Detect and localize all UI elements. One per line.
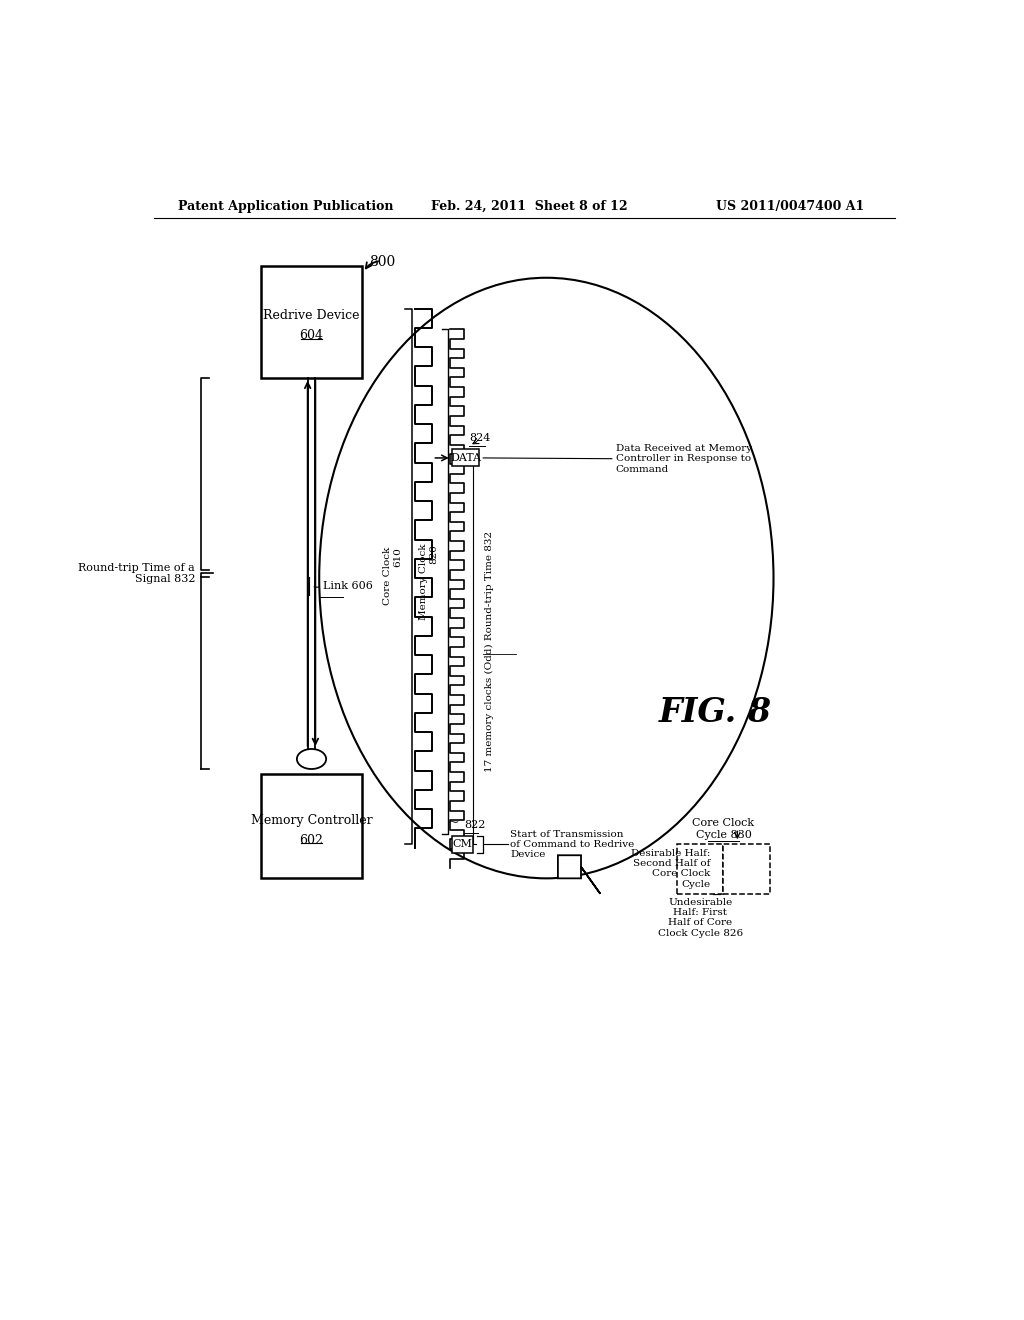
Text: FIG. 8: FIG. 8 xyxy=(659,697,772,729)
Text: US 2011/0047400 A1: US 2011/0047400 A1 xyxy=(716,199,864,213)
Ellipse shape xyxy=(319,277,773,878)
Text: 800: 800 xyxy=(370,255,395,269)
Text: ~: ~ xyxy=(447,816,460,830)
Bar xyxy=(452,449,479,466)
Polygon shape xyxy=(558,855,600,894)
Bar xyxy=(724,843,770,894)
Text: DATA: DATA xyxy=(450,453,481,463)
Text: Round-trip Time of a
Signal 832: Round-trip Time of a Signal 832 xyxy=(79,562,196,585)
Text: CM: CM xyxy=(453,840,472,850)
Text: Feb. 24, 2011  Sheet 8 of 12: Feb. 24, 2011 Sheet 8 of 12 xyxy=(431,199,628,213)
Bar xyxy=(452,836,473,853)
Text: 604: 604 xyxy=(299,330,324,342)
Text: Patent Application Publication: Patent Application Publication xyxy=(178,199,394,213)
Text: Redrive Device: Redrive Device xyxy=(263,309,359,322)
Bar xyxy=(261,267,361,378)
Text: Link 606: Link 606 xyxy=(323,581,373,591)
Text: Data Received at Memory
Controller in Response to
Command: Data Received at Memory Controller in Re… xyxy=(615,444,752,474)
Text: Desirable Half:
Second Half of
Core Clock
Cycle: Desirable Half: Second Half of Core Cloc… xyxy=(631,849,711,888)
Text: 822: 822 xyxy=(464,820,485,830)
Text: 602: 602 xyxy=(300,834,324,846)
Bar xyxy=(261,775,361,878)
Ellipse shape xyxy=(297,748,326,770)
Text: Undesirable
Half: First
Half of Core
Clock Cycle 826: Undesirable Half: First Half of Core Clo… xyxy=(657,898,743,937)
Text: 17 memory clocks (Odd) Round-trip Time 832: 17 memory clocks (Odd) Round-trip Time 8… xyxy=(484,531,494,772)
Text: Memory Clock
820: Memory Clock 820 xyxy=(419,544,438,620)
Text: Core Clock
Cycle 830: Core Clock Cycle 830 xyxy=(692,818,755,840)
Bar xyxy=(677,843,724,894)
Text: Start of Transmission
of Command to Redrive
Device: Start of Transmission of Command to Redr… xyxy=(510,829,635,859)
Text: 824: 824 xyxy=(469,433,490,444)
Text: Memory Controller: Memory Controller xyxy=(251,813,373,826)
Text: Core Clock
610: Core Clock 610 xyxy=(383,546,402,606)
